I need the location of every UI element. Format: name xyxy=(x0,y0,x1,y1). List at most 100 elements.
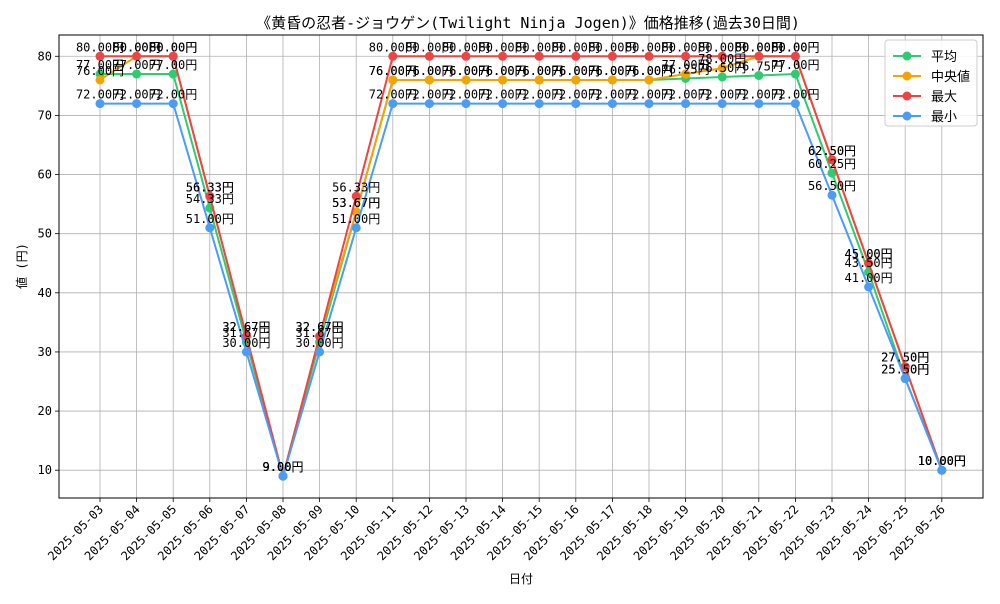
legend-entry: 最大 xyxy=(931,90,957,105)
data-point xyxy=(534,75,544,85)
y-axis-label: 値 (円) xyxy=(14,243,29,289)
data-label: 54.33円 xyxy=(186,192,234,206)
data-point xyxy=(900,362,910,372)
data-label: 76.50円 xyxy=(698,61,746,75)
data-label: 56.50円 xyxy=(808,179,856,193)
data-point xyxy=(571,75,581,85)
data-point xyxy=(95,75,105,85)
data-label: 76.00円 xyxy=(515,64,563,78)
data-label: 76.00円 xyxy=(442,64,490,78)
data-point xyxy=(315,347,325,357)
y-tick-label: 20 xyxy=(38,404,52,418)
data-point xyxy=(754,71,764,81)
data-point xyxy=(827,168,837,178)
data-label: 80.00円 xyxy=(149,40,197,54)
data-label: 51.00円 xyxy=(186,212,234,226)
data-label: 32.67円 xyxy=(296,320,344,334)
data-point xyxy=(424,75,434,85)
data-label: 76.25円 xyxy=(662,62,710,76)
data-point xyxy=(864,282,874,292)
series-line xyxy=(100,72,943,480)
data-point xyxy=(132,99,142,109)
data-point xyxy=(461,99,471,109)
data-label: 80.00円 xyxy=(405,40,453,54)
data-label: 80.00円 xyxy=(515,40,563,54)
legend-box xyxy=(884,39,978,127)
data-label: 77.00円 xyxy=(113,58,161,72)
data-point xyxy=(534,51,544,61)
data-label: 72.00円 xyxy=(662,88,710,102)
data-label: 80.00円 xyxy=(76,40,124,54)
data-label: 25.50円 xyxy=(881,363,929,377)
data-label: 72.00円 xyxy=(735,88,783,102)
data-point xyxy=(644,99,654,109)
data-label: 80.00円 xyxy=(588,40,636,54)
data-label: 31.67円 xyxy=(222,326,270,340)
data-label: 45.00円 xyxy=(845,247,893,261)
data-label: 77.00円 xyxy=(149,58,197,72)
data-label: 10.00円 xyxy=(918,454,966,468)
data-label: 76.75円 xyxy=(735,60,783,74)
data-label: 76.00円 xyxy=(405,64,453,78)
data-label: 32.67円 xyxy=(222,320,270,334)
data-point xyxy=(168,51,178,61)
data-label: 80.00円 xyxy=(698,40,746,54)
data-label: 56.33円 xyxy=(186,180,234,194)
data-point xyxy=(790,69,800,79)
x-axis-ticks: 2025-05-032025-05-042025-05-052025-05-06… xyxy=(45,498,948,563)
data-point xyxy=(351,207,361,217)
data-label: 80.00円 xyxy=(771,40,819,54)
data-label: 80.00円 xyxy=(113,40,161,54)
data-label: 60.25円 xyxy=(808,157,856,171)
grid xyxy=(59,35,983,498)
data-label: 76.00円 xyxy=(552,64,600,78)
data-point xyxy=(498,75,508,85)
data-label: 80.00円 xyxy=(771,40,819,54)
data-label: 72.00円 xyxy=(625,88,673,102)
data-label: 72.00円 xyxy=(149,88,197,102)
data-point xyxy=(717,72,727,82)
data-label: 30.00円 xyxy=(222,336,270,350)
y-axis-ticks: 10 20 30 40 50 60 70 80 xyxy=(38,49,59,477)
data-label: 72.00円 xyxy=(552,88,600,102)
data-label: 31.67円 xyxy=(296,326,344,340)
data-label: 72.00円 xyxy=(698,88,746,102)
data-label: 76.00円 xyxy=(552,64,600,78)
data-label: 9.00円 xyxy=(263,460,304,474)
data-point xyxy=(827,155,837,165)
legend-entry: 最小 xyxy=(931,110,957,125)
data-label: 62.50円 xyxy=(808,144,856,158)
data-label: 32.67円 xyxy=(296,320,344,334)
data-label: 43.50円 xyxy=(845,256,893,270)
data-label: 32.67円 xyxy=(222,320,270,334)
data-label: 80.00円 xyxy=(479,40,527,54)
data-point xyxy=(607,99,617,109)
data-label: 76.00円 xyxy=(405,64,453,78)
data-point xyxy=(607,75,617,85)
data-point xyxy=(351,223,361,233)
data-label: 76.00円 xyxy=(479,64,527,78)
data-label: 72.00円 xyxy=(76,88,124,102)
data-label: 77.00円 xyxy=(771,58,819,72)
data-point xyxy=(607,51,617,61)
data-point xyxy=(790,51,800,61)
x-axis-label: 日付 xyxy=(509,572,533,586)
data-point xyxy=(132,69,142,79)
data-label: 27.50円 xyxy=(881,351,929,365)
series-line xyxy=(100,102,943,480)
data-label: 80.00円 xyxy=(442,40,490,54)
legend-marker xyxy=(902,71,912,81)
legend-marker xyxy=(902,51,912,61)
legend-marker xyxy=(902,111,912,121)
data-point xyxy=(681,51,691,61)
data-point xyxy=(461,75,471,85)
series-line xyxy=(100,55,943,481)
data-point xyxy=(205,191,215,201)
data-point xyxy=(424,99,434,109)
data-point xyxy=(681,69,691,79)
data-point xyxy=(717,99,727,109)
data-label: 53.67円 xyxy=(332,196,380,210)
data-label: 56.33円 xyxy=(186,180,234,194)
data-point xyxy=(864,258,874,268)
